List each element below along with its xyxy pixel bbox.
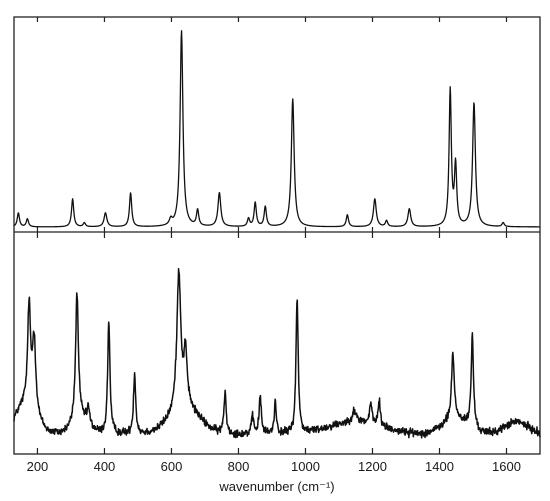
x-tick-label: 800 — [228, 459, 250, 474]
measured-spectrum-line — [13, 267, 541, 439]
x-tick-label: 600 — [161, 459, 183, 474]
x-tick-label: 1400 — [425, 459, 454, 474]
x-tick-label: 400 — [94, 459, 116, 474]
calculated-spectrum-line — [13, 30, 541, 228]
x-tick-label: 1200 — [358, 459, 387, 474]
plot-border — [13, 16, 541, 455]
x-axis-ticks — [36, 17, 508, 454]
x-tick-label: 200 — [27, 459, 49, 474]
x-axis-tick-labels: 200 400 600 800 1000 1200 1400 1600 — [27, 459, 521, 474]
top-panel — [13, 30, 541, 228]
bottom-panel — [13, 267, 541, 439]
plot-frame — [13, 16, 541, 455]
x-axis-label: wavenumber (cm⁻¹) — [218, 479, 334, 494]
x-tick-label: 1600 — [492, 459, 521, 474]
x-tick-label: 1000 — [291, 459, 320, 474]
